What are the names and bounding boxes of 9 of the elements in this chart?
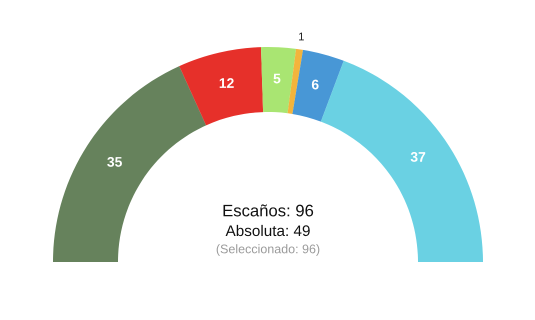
text: Escaños: 96 [224, 204, 314, 216]
text: Absoluta: 49 [226, 224, 310, 236]
text: (Seleccionado: 96) [216, 244, 320, 256]
data-label: 5 [274, 74, 280, 84]
data-label: 6 [312, 80, 319, 90]
data-label: 1 [299, 32, 304, 40]
data-label: 35 [107, 157, 122, 167]
data-label: 12 [220, 78, 234, 88]
data-label: 37 [410, 152, 426, 162]
